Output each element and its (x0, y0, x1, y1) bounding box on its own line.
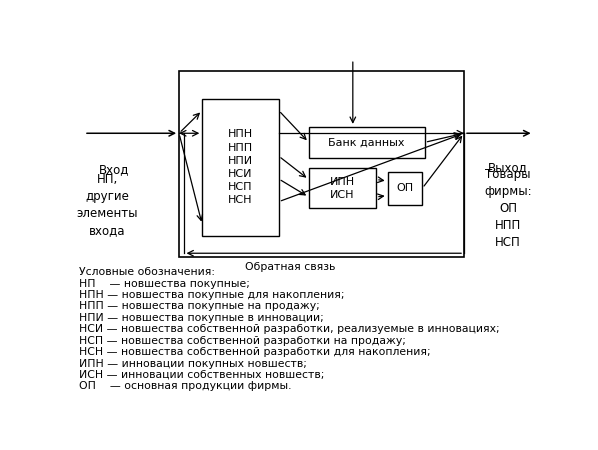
Text: НПН — новшества покупные для накопления;: НПН — новшества покупные для накопления; (80, 290, 345, 300)
Text: Обратная связь: Обратная связь (245, 262, 335, 272)
Text: Выход: Выход (488, 161, 528, 174)
Text: Товары
фирмы:
ОП
НПП
НСП: Товары фирмы: ОП НПП НСП (484, 168, 532, 249)
Bar (179, 72, 464, 256)
Text: НСИ — новшества собственной разработки, реализуемые в инновациях;: НСИ — новшества собственной разработки, … (80, 324, 500, 334)
Text: НПН
НПП
НПИ
НСИ
НСП
НСН: НПН НПП НПИ НСИ НСП НСН (228, 130, 253, 206)
Text: ИПН
ИСН: ИПН ИСН (330, 177, 355, 200)
Text: НПП — новшества покупные на продажу;: НПП — новшества покупные на продажу; (80, 302, 320, 311)
Text: ИПН — инновации покупных новшеств;: ИПН — инновации покупных новшеств; (80, 359, 307, 369)
Text: ИСН — инновации собственных новшеств;: ИСН — инновации собственных новшеств; (80, 370, 325, 380)
Bar (309, 168, 376, 208)
Text: ОП    — основная продукции фирмы.: ОП — основная продукции фирмы. (80, 382, 292, 392)
Text: НП,
другие
элементы
входа: НП, другие элементы входа (77, 173, 138, 237)
Text: Условные обозначения:: Условные обозначения: (80, 267, 215, 277)
Text: НПИ — новшества покупные в инновации;: НПИ — новшества покупные в инновации; (80, 313, 324, 323)
Text: ОП: ОП (396, 183, 414, 193)
Bar (388, 172, 422, 205)
Text: Вход: Вход (99, 164, 129, 176)
Text: Банк данных: Банк данных (328, 137, 405, 147)
Text: НСН — новшества собственной разработки для накопления;: НСН — новшества собственной разработки д… (80, 347, 431, 357)
Bar (309, 127, 425, 158)
Text: НСП — новшества собственной разработки на продажу;: НСП — новшества собственной разработки н… (80, 336, 406, 346)
Bar (202, 99, 279, 236)
Text: НП    — новшества покупные;: НП — новшества покупные; (80, 279, 250, 288)
